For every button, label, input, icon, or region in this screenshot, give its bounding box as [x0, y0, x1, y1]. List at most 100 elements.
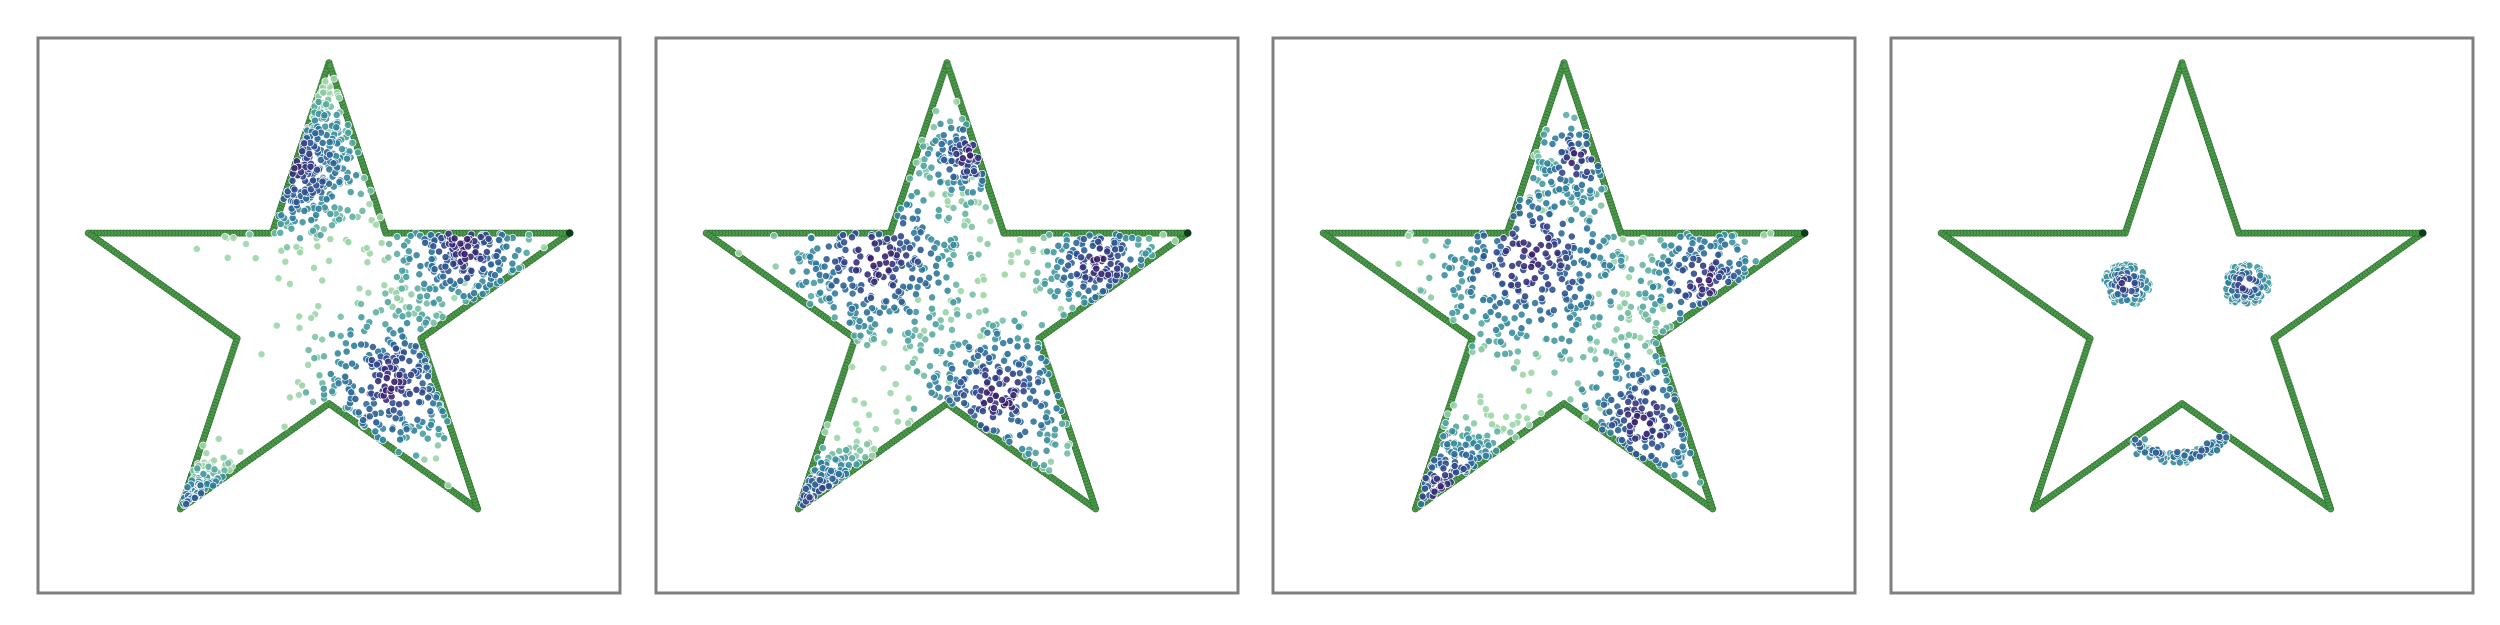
data-point [1524, 386, 1533, 395]
data-point [965, 311, 973, 320]
data-point [322, 100, 331, 109]
data-point [809, 278, 818, 287]
data-point [902, 200, 911, 209]
data-point [1536, 214, 1545, 223]
data-point [357, 313, 366, 322]
panel-3 [1271, 36, 1857, 595]
data-point [320, 352, 328, 361]
data-point [974, 250, 983, 259]
data-point [828, 474, 837, 483]
data-point [966, 407, 975, 416]
data-point [358, 206, 367, 215]
data-point [1645, 419, 1654, 428]
data-point [350, 341, 359, 350]
data-point [429, 318, 438, 327]
data-point [197, 489, 206, 498]
data-point [1585, 216, 1594, 225]
data-point [372, 220, 381, 229]
data-point [1045, 466, 1054, 475]
data-point [298, 218, 307, 227]
data-point [394, 307, 403, 315]
data-point [307, 216, 316, 225]
data-point [1023, 342, 1032, 351]
data-point [1557, 131, 1566, 140]
data-point [1425, 273, 1434, 282]
data-point [925, 173, 934, 182]
data-point [1416, 258, 1425, 267]
data-point [1652, 403, 1661, 412]
data-point [1439, 432, 1448, 441]
data-point [1045, 230, 1054, 239]
data-point [1655, 268, 1664, 277]
data-point [1566, 302, 1575, 311]
data-point [342, 347, 351, 356]
data-point [381, 320, 390, 329]
data-point [889, 281, 897, 290]
data-point [1647, 452, 1656, 460]
data-point [998, 395, 1007, 404]
data-point [1578, 197, 1587, 206]
data-point [400, 339, 409, 348]
data-point [441, 253, 450, 262]
data-point [1476, 330, 1485, 338]
data-point [328, 221, 336, 230]
data-point [242, 240, 250, 248]
data-point [1617, 333, 1626, 342]
data-point [1583, 224, 1591, 233]
data-point [405, 357, 414, 365]
data-point [979, 275, 988, 284]
data-point [1443, 237, 1452, 246]
data-point [199, 470, 208, 478]
data-point [326, 209, 335, 218]
data-point [1441, 471, 1450, 480]
data-point [848, 233, 856, 242]
data-point [1652, 339, 1660, 348]
data-point [1539, 130, 1548, 139]
data-point [908, 214, 917, 223]
data-point [875, 230, 883, 239]
data-point [1494, 311, 1503, 320]
data-point [940, 155, 949, 164]
data-point [502, 242, 511, 251]
outline-point [944, 62, 952, 70]
data-point [1104, 270, 1113, 279]
data-point [1636, 276, 1645, 285]
data-point [368, 343, 377, 351]
data-point [326, 370, 335, 378]
data-point [1624, 309, 1632, 317]
data-point [869, 261, 878, 270]
data-point [1521, 292, 1530, 301]
data-point [1498, 279, 1507, 288]
data-point [1544, 189, 1552, 198]
data-point [1508, 328, 1517, 337]
data-point [1549, 306, 1558, 315]
data-point [1641, 310, 1650, 319]
data-point [318, 138, 327, 147]
data-point [1507, 272, 1516, 280]
data-point [960, 221, 969, 230]
data-point [1065, 253, 1074, 262]
data-point [859, 399, 868, 408]
data-point [1479, 295, 1488, 304]
data-point [927, 163, 936, 172]
data-point [1063, 441, 1072, 450]
data-point [1473, 443, 1482, 452]
data-point [1062, 241, 1071, 250]
data-point [1704, 276, 1713, 285]
data-point [1733, 245, 1742, 254]
data-point [1517, 324, 1526, 333]
data-point [1508, 420, 1517, 429]
data-point [1053, 391, 1062, 400]
data-point [943, 384, 952, 393]
data-point [1171, 236, 1179, 245]
data-point [1740, 237, 1749, 246]
data-point [943, 286, 952, 295]
data-point [1547, 177, 1556, 186]
data-point [850, 396, 859, 405]
data-point [456, 276, 465, 285]
data-point [905, 282, 914, 291]
data-point [856, 446, 865, 455]
data-point [1000, 270, 1009, 279]
data-point [1550, 202, 1559, 211]
data-point [1492, 248, 1501, 257]
